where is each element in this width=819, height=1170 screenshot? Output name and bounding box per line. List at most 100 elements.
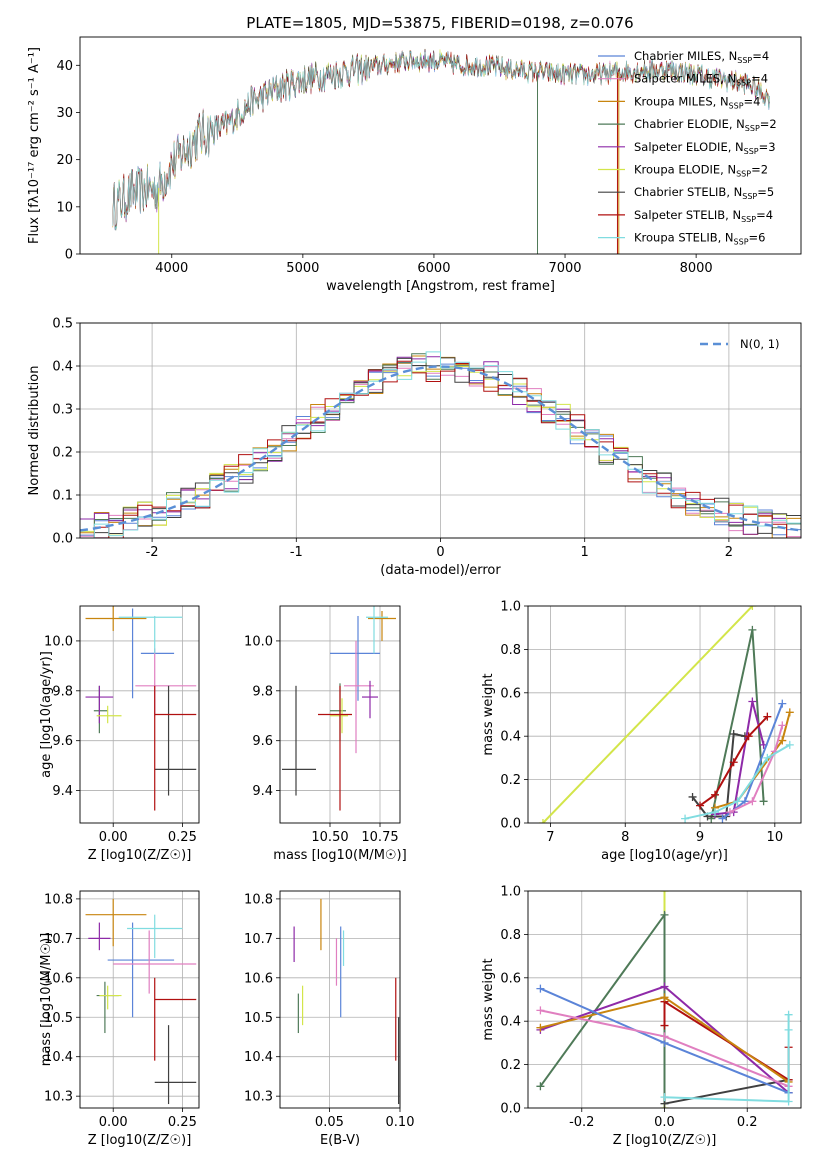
y-tick-label: 0.8 [500, 928, 521, 943]
legend-sub: SSP [742, 192, 757, 201]
histogram-step [80, 351, 801, 538]
series-line [714, 712, 791, 809]
series-marker [785, 740, 794, 749]
series-line [729, 725, 784, 814]
series-marker [784, 1025, 793, 1034]
y-tick-label: 0.2 [52, 446, 73, 461]
y-tick-label: 10.7 [44, 932, 73, 947]
axes-massweight-vs-age: 7 8 9 10 0.0 0.2 0.4 0.6 0.8 1.0 age [log10(age/yr… [481, 600, 802, 863]
x-axis-label: age [log10(age/yr)] [601, 848, 728, 863]
histogram-step [80, 366, 801, 538]
axes-frame [527, 890, 802, 1109]
x-tick-label: 8 [621, 830, 629, 845]
legend-sub: SSP [734, 238, 749, 247]
x-tick-label: 10.75 [361, 830, 398, 845]
series-marker [536, 984, 545, 993]
legend-tail: =2 [751, 163, 768, 177]
histogram-step [80, 360, 801, 538]
x-tick-label: 8000 [680, 261, 713, 276]
axes-massweight-vs-Z: -0.2 0.0 0.2 0.0 0.2 0.4 0.6 0.8 1.0 Z [log10(Z/Z… [481, 885, 802, 1148]
series-marker [784, 1097, 793, 1106]
gaussian-curve [80, 365, 801, 532]
x-tick-label: 9 [696, 830, 704, 845]
x-tick-label: 0.00 [99, 1115, 128, 1130]
y-tick-label: 9.8 [52, 684, 73, 699]
y-tick-label: 0 [65, 248, 73, 263]
series-marker [778, 699, 787, 708]
y-tick-label: 0.3 [52, 403, 73, 418]
x-tick-label: -2 [146, 545, 159, 560]
x-axis-label: E(B-V) [320, 1133, 360, 1148]
axes-spectrum: 4000 5000 6000 7000 8000 0 10 20 30 40 wavelength … [27, 36, 802, 294]
y-tick-label: 10.5 [244, 1011, 273, 1026]
x-axis-label: wavelength [Angstrom, rest frame] [326, 279, 555, 294]
series-marker [763, 712, 772, 721]
legend-tail: =5 [757, 185, 774, 199]
plot-area [85, 898, 197, 1105]
plot-area [85, 606, 197, 811]
legend-label: Chabrier MILES, NSSP=4 [634, 49, 769, 65]
series-marker [660, 910, 669, 919]
y-tick-label: 10.4 [44, 1050, 73, 1065]
y-tick-label: 10.3 [44, 1090, 73, 1105]
series-marker [733, 797, 742, 806]
series-marker [536, 1023, 545, 1032]
spectrum-line [112, 50, 770, 230]
series-marker [536, 1082, 545, 1091]
y-tick-label: 10.3 [244, 1090, 273, 1105]
series-line [714, 701, 765, 816]
x-tick-label: 0 [436, 545, 444, 560]
series-marker [725, 808, 734, 817]
series-marker [688, 792, 697, 801]
series-marker [710, 808, 719, 817]
y-tick-label: 10.7 [244, 932, 273, 947]
series-marker [681, 814, 690, 823]
axes-frame [79, 36, 802, 255]
legend-tail: =3 [759, 140, 776, 154]
x-tick-label: 7000 [548, 261, 581, 276]
series-marker [778, 736, 787, 745]
x-axis-label: mass [log10(M/M☉)] [273, 848, 406, 863]
legend-tail: =6 [749, 231, 766, 245]
legend-sub: SSP [729, 101, 744, 110]
x-tick-label: 0.10 [386, 1115, 415, 1130]
legend-sub: SSP [737, 56, 752, 65]
plot-area [80, 351, 801, 538]
figure-title: PLATE=1805, MJD=53875, FIBERID=0198, z=0… [246, 14, 633, 32]
x-tick-label: 5000 [286, 261, 319, 276]
x-tick-label: 0.25 [168, 830, 197, 845]
y-axis-label: age [log10(age/yr)] [39, 651, 54, 778]
series-marker [785, 708, 794, 717]
axes-frame [79, 322, 802, 539]
series-marker [748, 625, 757, 634]
series-marker [729, 730, 738, 739]
legend-sub: SSP [736, 170, 751, 179]
y-tick-label: 0.8 [500, 643, 521, 658]
y-tick-label: 1.0 [500, 885, 521, 900]
y-tick-label: 10 [56, 200, 73, 215]
series-marker [748, 606, 757, 610]
x-tick-label: 0.0 [654, 1115, 675, 1130]
plot-area [112, 48, 770, 254]
series-marker [748, 797, 757, 806]
plot-area [282, 606, 396, 811]
y-tick-label: 9.6 [52, 734, 73, 749]
legend-sub: SSP [736, 79, 751, 88]
legend-tail: =2 [760, 117, 777, 131]
axes-frame [527, 605, 802, 824]
y-tick-label: 9.4 [252, 784, 273, 799]
y-tick-label: 0.4 [500, 730, 521, 745]
plot-area [538, 606, 794, 823]
axes-mass-vs-Z: 0.00 0.25 10.3 10.4 10.5 10.6 10.7 10.8 Z [log10… [39, 890, 200, 1148]
x-tick-label: 10 [767, 830, 784, 845]
series-marker [696, 801, 705, 810]
legend-sub: SSP [741, 215, 756, 224]
y-tick-label: 0.4 [52, 360, 73, 375]
x-axis-label: (data-model)/error [380, 563, 501, 578]
y-tick-label: 0.5 [52, 317, 73, 332]
legend-label: Chabrier STELIB, NSSP=5 [634, 185, 774, 201]
y-tick-label: 9.6 [252, 734, 273, 749]
y-tick-label: 10.5 [44, 1011, 73, 1026]
series-marker [778, 721, 787, 730]
